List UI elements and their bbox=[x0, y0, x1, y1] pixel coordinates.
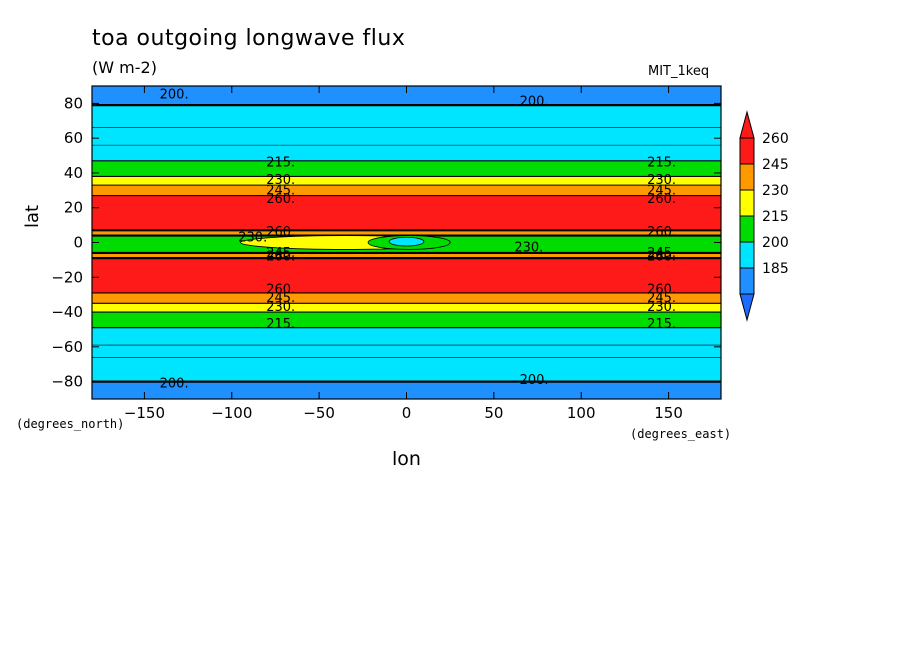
contour-label: 215. bbox=[266, 156, 295, 171]
contour-label: 260. bbox=[266, 192, 295, 207]
y-tick-label: −40 bbox=[51, 303, 83, 321]
contour-label: 200. bbox=[520, 373, 549, 388]
contour-label: 230. bbox=[647, 300, 676, 315]
colorbar-segment bbox=[739, 241, 755, 269]
colorbar-label: 260 bbox=[762, 131, 789, 147]
equatorial-region-2 bbox=[388, 236, 425, 247]
x-tick-label: 100 bbox=[567, 404, 596, 422]
contour-label: 260. bbox=[647, 192, 676, 207]
contour-label: 245. bbox=[266, 183, 295, 198]
colorbar-segment bbox=[739, 215, 755, 243]
flux-band-12 bbox=[92, 312, 721, 328]
contour-label: 230. bbox=[266, 173, 295, 188]
contour-label: 245. bbox=[647, 291, 676, 306]
x-tick-label: −150 bbox=[124, 404, 165, 422]
flux-band-5 bbox=[92, 195, 721, 231]
flux-band-1 bbox=[92, 105, 721, 161]
contour-label: 200. bbox=[160, 88, 189, 103]
colorbar-over-arrow bbox=[739, 110, 755, 139]
flux-band-2 bbox=[92, 160, 721, 177]
y-tick-label: 0 bbox=[73, 234, 83, 252]
flux-band-9 bbox=[92, 258, 721, 293]
contour-label: 245. bbox=[647, 246, 676, 261]
x-tick-label: 150 bbox=[654, 404, 683, 422]
x-tick-label: −50 bbox=[303, 404, 335, 422]
flux-band-13 bbox=[92, 327, 721, 382]
contour-label: 260. bbox=[647, 282, 676, 297]
y-tick-label: 40 bbox=[64, 164, 83, 182]
contour-label: 230. bbox=[647, 173, 676, 188]
colorbar-segment bbox=[739, 137, 755, 165]
flux-band-0 bbox=[92, 86, 721, 106]
x-tick-label: 50 bbox=[484, 404, 503, 422]
contour-label: 200. bbox=[160, 376, 189, 391]
contour-label: 215. bbox=[647, 317, 676, 332]
contour-label: 230. bbox=[238, 230, 267, 245]
contour-label: 245. bbox=[266, 246, 295, 261]
contour-label: 260. bbox=[647, 249, 676, 264]
contour-label: 260. bbox=[647, 225, 676, 240]
contour-label: 215. bbox=[647, 156, 676, 171]
contour-label: 260. bbox=[266, 225, 295, 240]
flux-band-4 bbox=[92, 185, 721, 196]
run-label: MIT_1keq bbox=[648, 64, 710, 79]
contour-label: 245. bbox=[266, 291, 295, 306]
contour-label: 260. bbox=[266, 282, 295, 297]
colorbar-segment bbox=[739, 267, 755, 295]
flux-band-14 bbox=[92, 381, 721, 399]
contour-label: 260. bbox=[266, 249, 295, 264]
colorbar-segment bbox=[739, 189, 755, 217]
colorbar-label: 215 bbox=[762, 209, 789, 225]
x-tick-label: −100 bbox=[211, 404, 252, 422]
colorbar-label: 245 bbox=[762, 157, 789, 173]
chart-units: (W m-2) bbox=[92, 58, 157, 77]
contour-label: 230. bbox=[266, 300, 295, 315]
flux-band-3 bbox=[92, 176, 721, 186]
y-tick-label: −20 bbox=[51, 268, 83, 286]
y-tick-label: 60 bbox=[64, 129, 83, 147]
flux-band-10 bbox=[92, 292, 721, 304]
contour-label: 230. bbox=[514, 241, 543, 256]
x-axis-label: lon bbox=[392, 448, 421, 470]
y-tick-label: −60 bbox=[51, 338, 83, 356]
colorbar-label: 185 bbox=[762, 261, 789, 277]
flux-band-6 bbox=[92, 230, 721, 236]
x-tick-label: 0 bbox=[402, 404, 412, 422]
y-tick-label: −80 bbox=[51, 373, 83, 391]
colorbar-segment bbox=[739, 163, 755, 191]
flux-band-8 bbox=[92, 252, 721, 259]
y-tick-label: 20 bbox=[64, 199, 83, 217]
contour-label: 200. bbox=[520, 95, 549, 110]
contour-label: 245. bbox=[647, 183, 676, 198]
chart-title: toa outgoing longwave flux bbox=[92, 26, 406, 51]
y-axis-units-label: (degrees_north) bbox=[16, 417, 125, 431]
y-tick-label: 80 bbox=[64, 94, 83, 112]
colorbar-label: 200 bbox=[762, 235, 789, 251]
contour-label: 215. bbox=[266, 317, 295, 332]
colorbar-under-arrow bbox=[739, 293, 755, 322]
flux-band-11 bbox=[92, 303, 721, 313]
colorbar-label: 230 bbox=[762, 183, 789, 199]
x-axis-units-label: (degrees_east) bbox=[630, 427, 732, 441]
